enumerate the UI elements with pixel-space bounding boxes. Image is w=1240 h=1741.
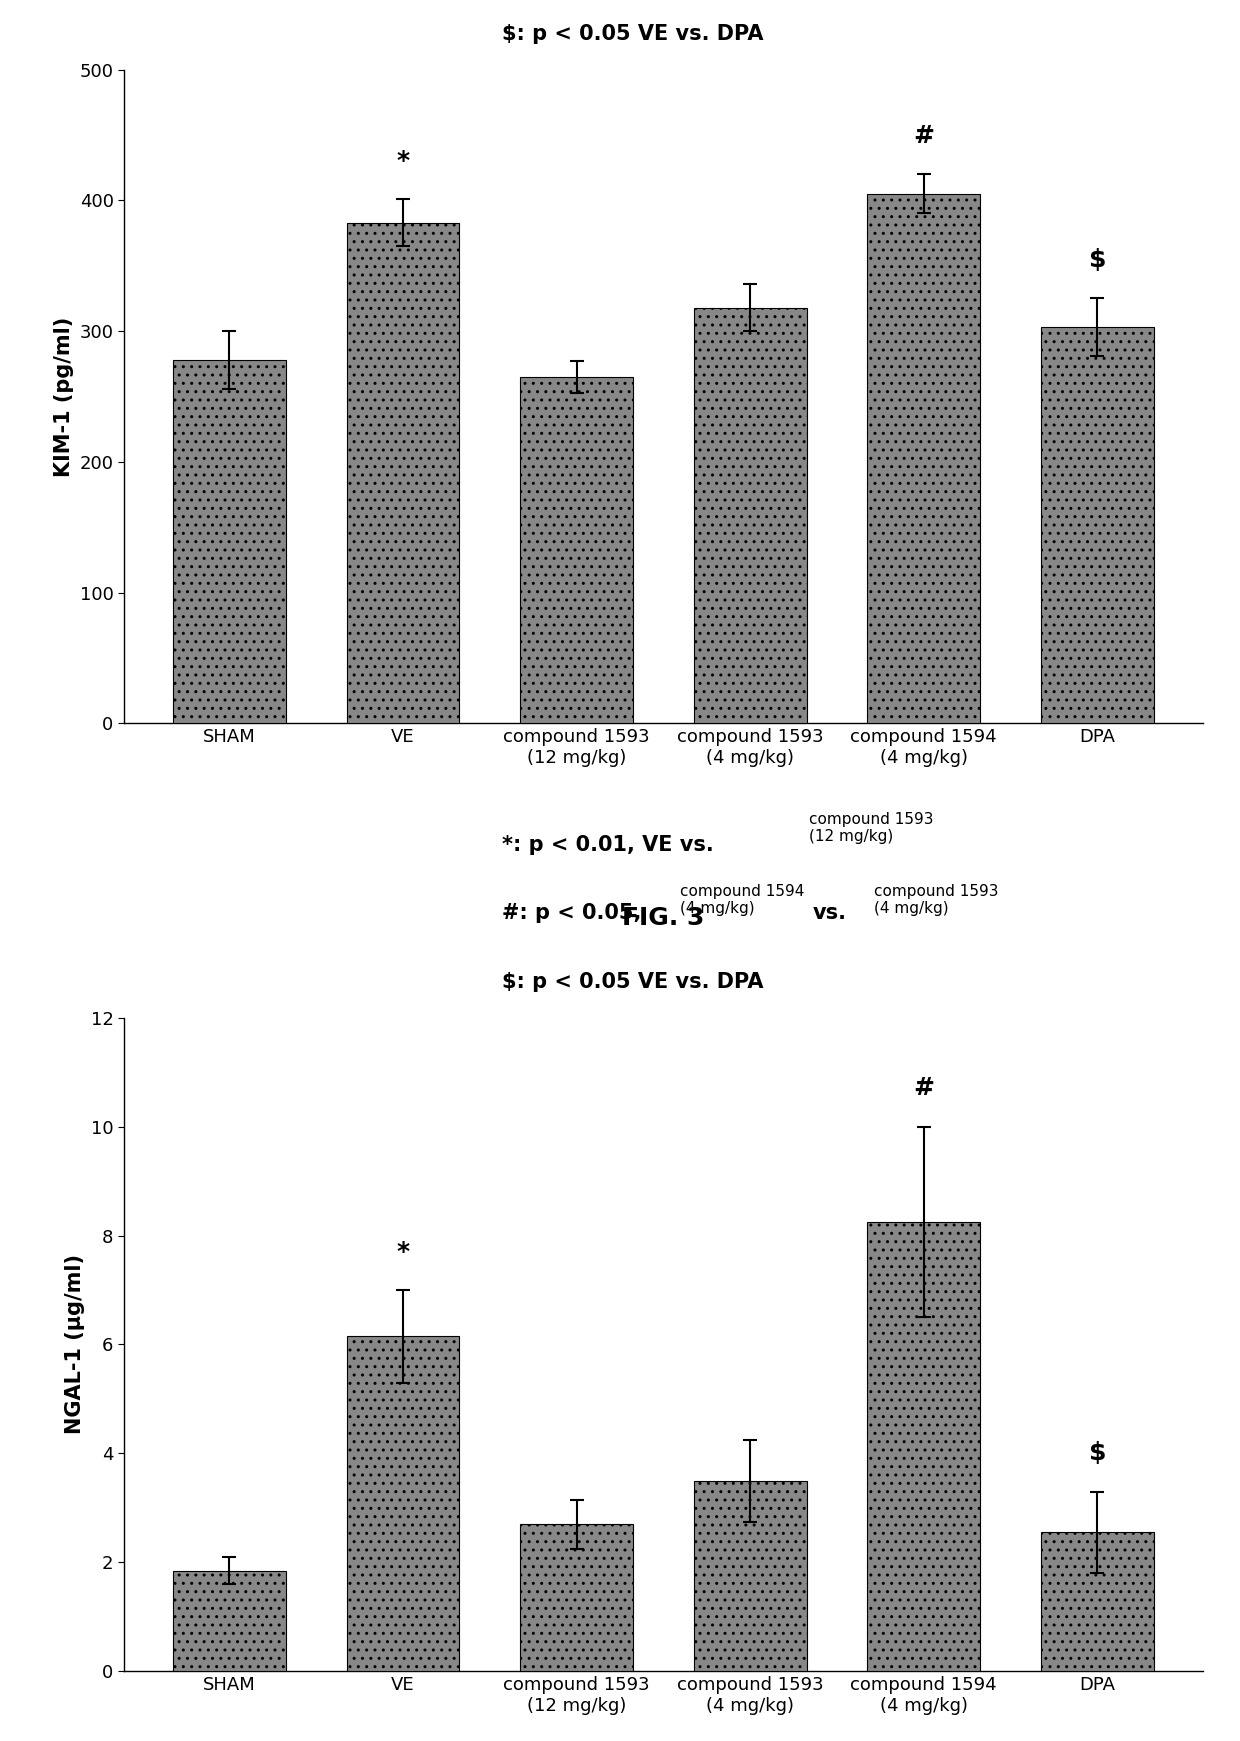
Text: $: $ bbox=[1089, 249, 1106, 272]
Bar bbox=[347, 1337, 460, 1671]
Bar bbox=[174, 1570, 286, 1671]
Bar bbox=[347, 223, 460, 724]
Text: FIG. 3: FIG. 3 bbox=[622, 907, 704, 930]
Y-axis label: NGAL-1 (μg/ml): NGAL-1 (μg/ml) bbox=[66, 1255, 86, 1435]
Text: $: $ bbox=[1089, 1442, 1106, 1466]
Bar bbox=[867, 1222, 980, 1671]
Text: compound 1593
(12 mg/kg): compound 1593 (12 mg/kg) bbox=[808, 811, 934, 844]
Text: #: # bbox=[914, 124, 934, 148]
Bar bbox=[521, 376, 634, 724]
Bar bbox=[867, 193, 980, 724]
Text: *: * bbox=[397, 1240, 409, 1264]
Text: $: p < 0.05 VE vs. DPA: $: p < 0.05 VE vs. DPA bbox=[501, 971, 763, 992]
Bar bbox=[1040, 327, 1153, 724]
Bar bbox=[521, 1525, 634, 1671]
Text: $: p < 0.05 VE vs. DPA: $: p < 0.05 VE vs. DPA bbox=[501, 24, 763, 44]
Y-axis label: KIM-1 (pg/ml): KIM-1 (pg/ml) bbox=[55, 317, 74, 477]
Text: #: # bbox=[914, 1076, 934, 1100]
Bar bbox=[174, 360, 286, 724]
Bar bbox=[1040, 1532, 1153, 1671]
Text: compound 1594
(4 mg/kg): compound 1594 (4 mg/kg) bbox=[680, 884, 804, 916]
Text: vs.: vs. bbox=[812, 904, 846, 923]
Bar bbox=[693, 308, 806, 724]
Bar bbox=[693, 1480, 806, 1671]
Text: *: * bbox=[397, 150, 409, 172]
Text: #: p < 0.05,: #: p < 0.05, bbox=[501, 904, 649, 923]
Text: *: p < 0.01, VE vs.: *: p < 0.01, VE vs. bbox=[501, 834, 720, 855]
Text: compound 1593
(4 mg/kg): compound 1593 (4 mg/kg) bbox=[874, 884, 998, 916]
